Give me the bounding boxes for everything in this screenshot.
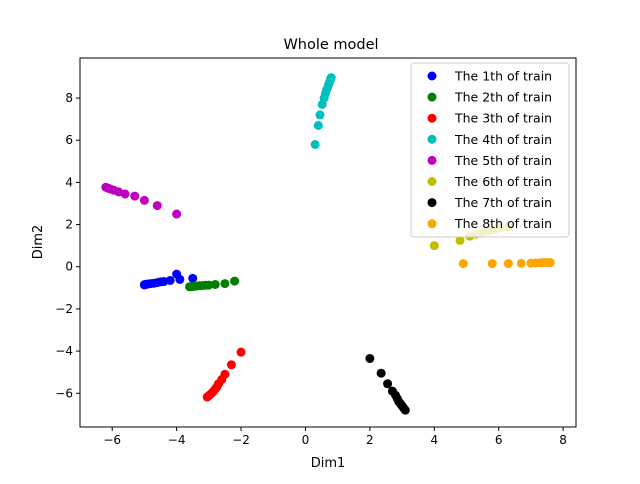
legend-label: The 4th of train <box>454 132 552 147</box>
series-1 <box>139 269 198 290</box>
data-point <box>139 195 149 205</box>
x-tick-label: 4 <box>430 433 438 447</box>
data-point <box>220 279 230 289</box>
x-tick-label: 0 <box>302 433 310 447</box>
legend-marker <box>427 155 437 165</box>
legend: The 1th of train The 2th of train The 3th … <box>410 62 570 238</box>
x-tick-label: 8 <box>559 433 567 447</box>
data-point <box>315 110 325 120</box>
data-point <box>516 258 526 268</box>
data-point <box>202 392 212 402</box>
data-point <box>545 258 555 268</box>
legend-marker <box>427 71 437 81</box>
data-point <box>188 273 198 283</box>
data-point <box>376 368 386 378</box>
legend-label: The 5th of train <box>454 153 552 168</box>
legend-label: The 2th of train <box>454 90 552 105</box>
chart-title: Whole model <box>283 37 378 53</box>
data-point <box>503 259 513 269</box>
legend-marker <box>427 198 437 208</box>
data-point <box>172 209 182 219</box>
legend-marker <box>427 219 437 229</box>
series-7 <box>365 353 410 415</box>
legend-marker <box>427 177 437 186</box>
y-tick-label: 8 <box>65 91 73 105</box>
y-tick-label: −2 <box>55 302 73 316</box>
legend-entries: The 1th of train The 2th of train The 3th … <box>427 69 552 231</box>
data-point <box>101 182 111 192</box>
legend-label: The 1th of train <box>454 69 552 84</box>
data-point <box>313 120 323 130</box>
x-tick-label: 2 <box>366 433 374 447</box>
series-5 <box>101 182 182 219</box>
points-layer <box>101 73 555 415</box>
data-point <box>185 282 195 292</box>
x-tick-label: 6 <box>495 433 503 447</box>
legend-label: The 7th of train <box>454 195 552 210</box>
y-tick-label: −6 <box>55 386 73 400</box>
data-point <box>383 379 393 389</box>
y-tick-label: 0 <box>65 260 73 274</box>
data-point <box>458 259 468 269</box>
data-point <box>175 274 185 284</box>
x-tick-label: −4 <box>168 433 186 447</box>
data-point <box>365 353 375 363</box>
data-point <box>310 139 320 149</box>
data-point <box>226 360 236 370</box>
data-point <box>130 191 140 201</box>
x-tick-label: −6 <box>103 433 121 447</box>
series-4 <box>310 73 336 149</box>
data-point <box>230 276 240 286</box>
legend-marker <box>427 134 437 144</box>
y-axis-label: Dim2 <box>31 225 46 260</box>
plot-frame <box>79 57 577 428</box>
series-2 <box>185 276 240 292</box>
y-tick-label: 4 <box>65 175 73 189</box>
data-point <box>400 405 410 415</box>
legend-label: The 3th of train <box>454 111 552 126</box>
data-point <box>236 347 246 357</box>
legend-label: The 8th of train <box>454 216 552 231</box>
y-tick-label: 6 <box>65 133 73 147</box>
data-point <box>326 73 336 83</box>
data-point <box>487 259 497 269</box>
legend-frame <box>410 62 570 238</box>
series-8 <box>458 258 555 269</box>
data-point <box>139 280 149 290</box>
x-tick-label: −2 <box>232 433 250 447</box>
legend-marker <box>427 113 437 123</box>
x-axis-label: Dim1 <box>311 456 346 471</box>
series-3 <box>202 347 246 402</box>
data-point <box>152 201 162 211</box>
legend-marker <box>427 92 437 102</box>
data-point <box>455 235 465 245</box>
legend-label: The 6th of train <box>454 174 552 189</box>
data-point <box>429 241 439 251</box>
y-tick-label: −4 <box>55 344 73 358</box>
ticks-layer: −6 −4 −2 0 2 4 6 8 −6 −4 −2 0 2 4 6 8 <box>55 91 567 447</box>
y-tick-label: 2 <box>65 218 73 232</box>
